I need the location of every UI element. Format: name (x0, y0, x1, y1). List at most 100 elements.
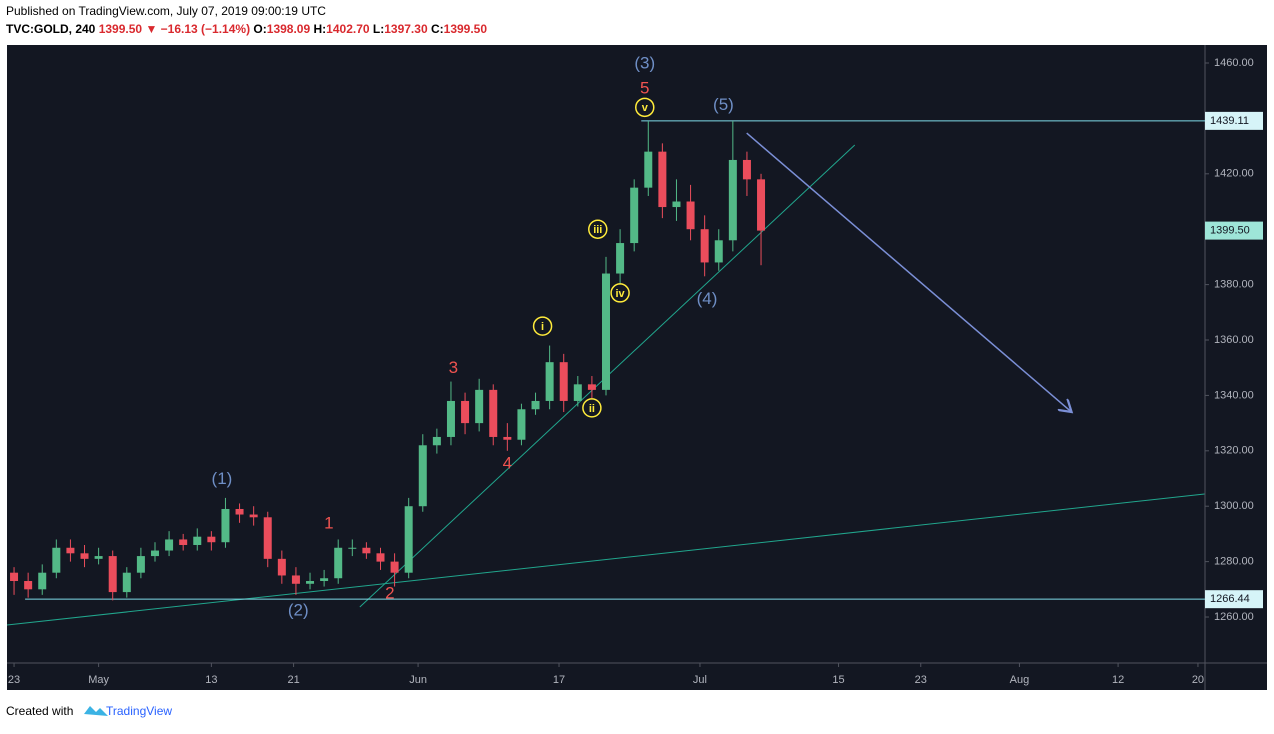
wave-circle (532, 316, 553, 336)
candle-body (446, 400, 455, 437)
wave-label: (1) (212, 469, 233, 488)
wave-label: (2) (288, 601, 309, 620)
candle-body (658, 151, 667, 208)
current-price-box (1205, 221, 1263, 240)
h: 1402.70 (326, 22, 370, 36)
candle-body (221, 508, 230, 543)
c: 1399.50 (444, 22, 488, 36)
y-tick-label: 1420.00 (1214, 168, 1254, 180)
candle-body (348, 547, 357, 549)
price-box (1205, 111, 1263, 130)
candle-body (404, 506, 413, 573)
arrow: ▼ (145, 22, 157, 36)
l: 1397.30 (384, 22, 428, 36)
wave-label: (3) (634, 53, 655, 72)
candle-body (193, 536, 202, 545)
candle-body (517, 409, 526, 440)
price-box (1205, 590, 1263, 609)
y-tick-label: 1380.00 (1214, 279, 1254, 291)
published: Published on TradingView.com, July 07, 2… (6, 4, 326, 18)
candle-body (630, 187, 639, 244)
x-tick-label: May (88, 674, 109, 686)
o-label: O: (253, 22, 266, 36)
y-tick-label: 1280.00 (1214, 556, 1254, 568)
wave-label: (4) (697, 289, 718, 308)
wave-label: 2 (385, 583, 394, 602)
x-tick-label: 23 (915, 674, 927, 686)
wave-label: v (642, 102, 649, 114)
x-tick-label: Jun (409, 674, 427, 686)
candle-body (150, 550, 159, 557)
candle-body (559, 362, 568, 401)
x-tick-label: 21 (287, 674, 299, 686)
x-tick-label: Aug (1010, 674, 1030, 686)
candle-body (38, 572, 47, 590)
price-box-label: 1266.44 (1210, 593, 1250, 605)
candle-body (461, 400, 470, 424)
trend-line (7, 493, 1205, 626)
wave-label: ii (589, 403, 595, 415)
wave-label: 5 (640, 78, 649, 97)
y-tick-label: 1360.00 (1214, 334, 1254, 346)
x-tick-label: 13 (205, 674, 217, 686)
y-tick-label: 1460.00 (1214, 57, 1254, 69)
wave-circle (588, 219, 608, 239)
candle-body (432, 436, 441, 446)
wave-label: i (541, 321, 544, 333)
x-tick-label: 17 (553, 674, 565, 686)
h-label: H: (314, 22, 327, 36)
candle-body (66, 547, 75, 554)
x-tick-label: 12 (1112, 674, 1124, 686)
candle-body (165, 539, 174, 551)
wave-label: 4 (503, 453, 512, 472)
candle-body (320, 578, 329, 582)
candle-body (728, 159, 737, 241)
symbol: TVC:GOLD, 240 (6, 22, 96, 36)
y-tick-label: 1260.00 (1214, 611, 1254, 623)
candle-body (179, 539, 188, 545)
candle-body (390, 561, 399, 573)
wave-label: 3 (449, 358, 458, 377)
candle-body (418, 445, 427, 507)
o: 1398.09 (267, 22, 311, 36)
candle-body (136, 556, 145, 573)
candle-body (672, 201, 681, 208)
x-tick-label: 20 (1192, 674, 1204, 686)
candle-body (52, 547, 61, 573)
y-tick-label: 1300.00 (1214, 500, 1254, 512)
candle-body (108, 556, 117, 593)
arrow (746, 132, 1072, 412)
candle-body (714, 240, 723, 263)
brand[interactable]: TradingView (106, 704, 172, 718)
candle-body (249, 514, 258, 518)
candle-body (207, 536, 216, 543)
x-tick-label: 15 (832, 674, 844, 686)
x-tick-label: Jul (693, 674, 707, 686)
candle-body (362, 547, 371, 554)
current-price-label: 1399.50 (1210, 225, 1250, 237)
quote-line: TVC:GOLD, 240 1399.50 ▼ −16.13 (−1.14%) … (6, 22, 487, 36)
candle-body (94, 556, 103, 559)
wave-label: (5) (713, 95, 734, 114)
last: 1399.50 (99, 22, 143, 36)
candle-body (489, 389, 498, 437)
chart-panel (7, 45, 1267, 690)
candle-body (334, 547, 343, 579)
candle-body (503, 436, 512, 440)
candle-body (80, 553, 89, 559)
candle-body (277, 558, 286, 576)
candle-body (602, 273, 610, 390)
candle-body (644, 151, 653, 188)
candle-body (291, 575, 300, 584)
wave-label: iv (616, 288, 626, 300)
price-box-label: 1439.11 (1210, 115, 1249, 127)
candle-body (742, 159, 751, 180)
wave-label: iii (593, 224, 602, 236)
candle-body (700, 229, 709, 263)
x-tick-label: 23 (8, 674, 20, 686)
wave-label: 1 (324, 513, 333, 532)
candle-body (306, 581, 315, 584)
candle-body (587, 384, 596, 390)
